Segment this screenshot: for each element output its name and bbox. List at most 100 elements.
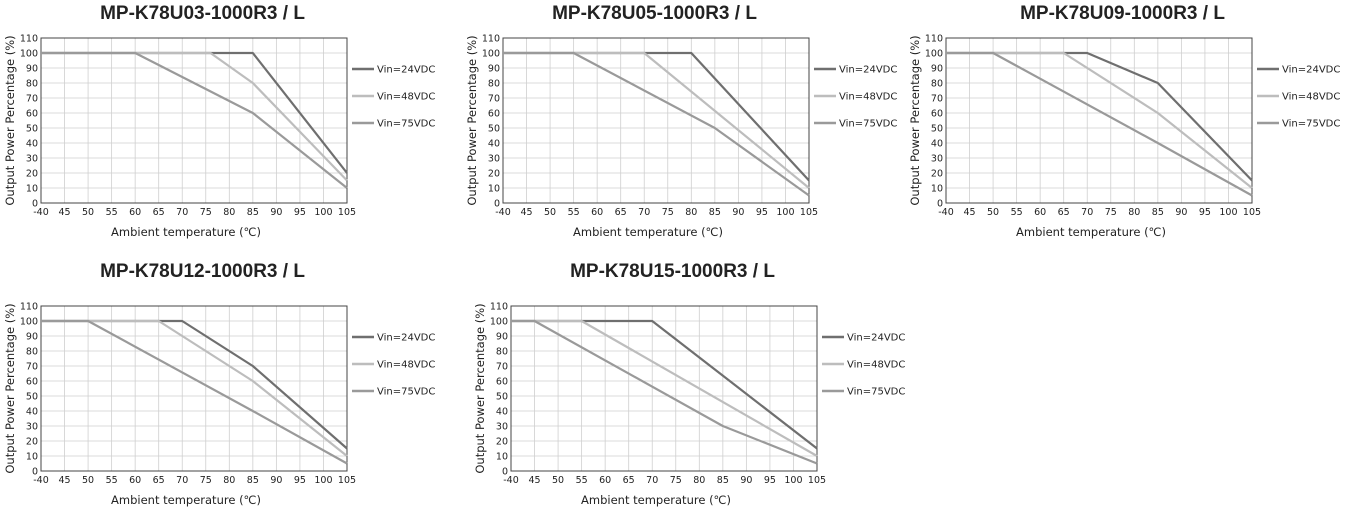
x-tick-label: 50: [987, 207, 999, 218]
x-tick-label: 75: [1105, 207, 1117, 218]
legend-label: Vin=75VDC: [1282, 119, 1340, 130]
y-tick-label: 80: [496, 347, 508, 358]
x-tick-label: 60: [591, 207, 603, 218]
x-tick-label: 55: [1011, 207, 1023, 218]
x-tick-label: 90: [270, 475, 282, 486]
x-tick-label: -40: [495, 207, 511, 218]
y-tick-label: 0: [502, 467, 508, 478]
x-axis-title: Ambient temperature (℃): [1016, 225, 1166, 239]
chart-title: MP-K78U15-1000R3 / L: [570, 261, 775, 282]
x-tick-label: 60: [1034, 207, 1046, 218]
x-tick-label: 100: [784, 475, 802, 486]
y-tick-label: 30: [488, 154, 500, 165]
x-tick-label: -40: [503, 475, 519, 486]
x-tick-label: -40: [33, 475, 49, 486]
y-tick-label: 80: [26, 347, 38, 358]
x-tick-label: 85: [247, 475, 259, 486]
legend-label: Vin=24VDC: [847, 333, 905, 344]
y-axis-title: Output Power Percentage (%): [465, 35, 479, 205]
y-tick-label: 0: [494, 199, 500, 210]
legend-label: Vin=24VDC: [377, 65, 435, 76]
x-axis-title: Ambient temperature (℃): [111, 493, 261, 507]
series-line-vin-48vdc: [511, 319, 818, 457]
y-tick-label: 50: [26, 392, 38, 403]
y-tick-label: 100: [20, 317, 38, 328]
y-tick-label: 0: [32, 467, 38, 478]
series-line-vin-48vdc: [41, 319, 348, 457]
series-line-vin-24vdc: [41, 319, 348, 450]
x-tick-label: 95: [294, 475, 306, 486]
legend-label: Vin=48VDC: [839, 92, 897, 103]
chart-svg: -40 45 50 55 60 65 70 75 80 85 90 95 100 105 0 10 20 30 40…: [3, 34, 435, 240]
x-tick-label: 50: [552, 475, 564, 486]
y-tick-label: 110: [20, 302, 38, 313]
series-line-vin-24vdc: [946, 51, 1253, 182]
derating-chart-1: MP-K78U03-1000R3 / L -40 45 50 55 60 65 70 75 80…: [0, 0, 445, 250]
x-tick-label: -40: [33, 207, 49, 218]
y-tick-label: 30: [931, 154, 943, 165]
y-tick-label: 90: [26, 332, 38, 343]
y-tick-label: 50: [931, 124, 943, 135]
y-axis-title: Output Power Percentage (%): [473, 303, 487, 473]
x-tick-label: 65: [153, 207, 165, 218]
y-tick-label: 10: [26, 184, 38, 195]
y-tick-label: 110: [20, 34, 38, 45]
chart-title: MP-K78U12-1000R3 / L: [100, 261, 305, 282]
legend-label: Vin=75VDC: [377, 119, 435, 130]
series-line-vin-75vdc: [511, 319, 818, 465]
y-tick-label: 10: [26, 452, 38, 463]
x-tick-label: 105: [808, 475, 826, 486]
x-tick-label: 95: [764, 475, 776, 486]
x-tick-label: 65: [615, 207, 627, 218]
x-tick-label: 95: [756, 207, 768, 218]
y-tick-label: 100: [20, 49, 38, 60]
y-tick-label: 90: [26, 64, 38, 75]
legend-label: Vin=48VDC: [1282, 92, 1340, 103]
x-axis-title: Ambient temperature (℃): [581, 493, 731, 507]
x-tick-label: 100: [1219, 207, 1237, 218]
y-tick-label: 0: [937, 199, 943, 210]
y-tick-label: 10: [931, 184, 943, 195]
y-tick-label: 70: [26, 94, 38, 105]
y-axis-title: Output Power Percentage (%): [3, 35, 17, 205]
y-tick-label: 80: [26, 79, 38, 90]
legend-label: Vin=75VDC: [377, 387, 435, 398]
y-tick-label: 20: [931, 169, 943, 180]
x-tick-label: 80: [1128, 207, 1140, 218]
y-tick-label: 60: [496, 377, 508, 388]
x-tick-label: 90: [740, 475, 752, 486]
legend-label: Vin=24VDC: [377, 333, 435, 344]
y-tick-label: 70: [26, 362, 38, 373]
y-tick-label: 20: [26, 169, 38, 180]
y-tick-label: 100: [482, 49, 500, 60]
legend-label: Vin=24VDC: [839, 65, 897, 76]
x-tick-label: 55: [106, 475, 118, 486]
y-tick-label: 100: [925, 49, 943, 60]
x-tick-label: 55: [106, 207, 118, 218]
chart-svg: -40 45 50 55 60 65 70 75 80 85 90 95 100 105 0 10 20 30 40…: [908, 34, 1340, 240]
y-tick-label: 90: [496, 332, 508, 343]
y-axis-title: Output Power Percentage (%): [3, 303, 17, 473]
x-tick-label: 80: [223, 475, 235, 486]
plot-frame: [40, 305, 348, 472]
y-tick-label: 60: [488, 109, 500, 120]
x-tick-label: 45: [528, 475, 540, 486]
series-line-vin-48vdc: [946, 51, 1253, 189]
x-tick-label: 75: [662, 207, 674, 218]
legend-label: Vin=48VDC: [377, 360, 435, 371]
x-tick-label: 90: [270, 207, 282, 218]
x-tick-label: 105: [338, 207, 356, 218]
y-tick-label: 70: [488, 94, 500, 105]
series-line-vin-75vdc: [503, 51, 810, 197]
x-tick-label: 70: [1081, 207, 1093, 218]
x-tick-label: 85: [1152, 207, 1164, 218]
y-tick-label: 50: [26, 124, 38, 135]
y-tick-label: 50: [496, 392, 508, 403]
x-tick-label: 65: [1058, 207, 1070, 218]
series-line-vin-48vdc: [41, 51, 348, 182]
x-tick-label: 80: [223, 207, 235, 218]
x-tick-label: 70: [646, 475, 658, 486]
x-axis-title: Ambient temperature (℃): [573, 225, 723, 239]
y-tick-label: 10: [496, 452, 508, 463]
x-tick-label: 45: [963, 207, 975, 218]
